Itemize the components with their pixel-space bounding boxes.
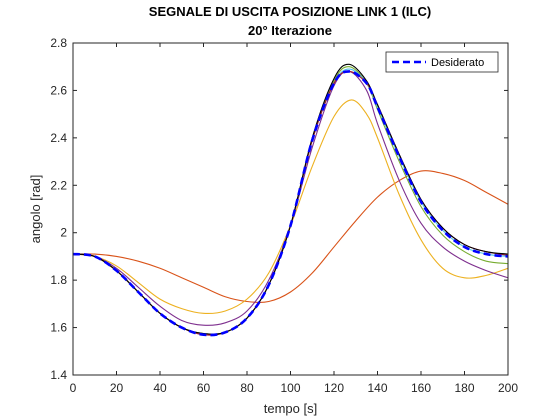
legend-box xyxy=(385,51,499,73)
y-tick-label: 1.8 xyxy=(50,273,67,287)
x-tick-label: 120 xyxy=(324,381,344,395)
x-tick-label: 180 xyxy=(454,381,474,395)
x-tick-label: 0 xyxy=(70,381,77,395)
y-tick-label: 2.8 xyxy=(50,36,67,50)
legend-label: Desiderato xyxy=(431,57,484,69)
plot-area xyxy=(73,43,508,375)
y-tick-label: 2.6 xyxy=(50,83,67,97)
y-tick-label: 2 xyxy=(60,226,67,240)
x-tick-label: 200 xyxy=(498,381,518,395)
series-line-2 xyxy=(73,99,508,315)
y-axis-label: angolo [rad] xyxy=(28,175,43,244)
series-layer xyxy=(73,63,508,337)
x-tick-label: 80 xyxy=(240,381,254,395)
x-tick-label: 160 xyxy=(411,381,431,395)
chart-title: SEGNALE DI USCITA POSIZIONE LINK 1 (ILC) xyxy=(149,4,431,19)
y-tick-label: 2.2 xyxy=(50,178,67,192)
chart-subtitle: 20° Iterazione xyxy=(248,23,332,38)
ticks-layer: 0 20 40 60 80 100 120 140 160 180 200 1.4 1.6 1.8 2 2.2… xyxy=(50,36,518,395)
x-tick-label: 100 xyxy=(280,381,300,395)
x-tick-label: 20 xyxy=(110,381,124,395)
x-tick-label: 140 xyxy=(367,381,387,395)
y-tick-label: 2.4 xyxy=(50,131,67,145)
series-line-1 xyxy=(73,170,508,303)
y-tick-label: 1.6 xyxy=(50,321,67,335)
x-tick-label: 60 xyxy=(197,381,211,395)
x-axis-label: tempo [s] xyxy=(264,401,317,416)
y-tick-label: 1.4 xyxy=(50,368,67,382)
series-desiderato-line xyxy=(73,70,508,337)
legend: Desiderato xyxy=(385,51,499,73)
x-tick-label: 40 xyxy=(153,381,167,395)
